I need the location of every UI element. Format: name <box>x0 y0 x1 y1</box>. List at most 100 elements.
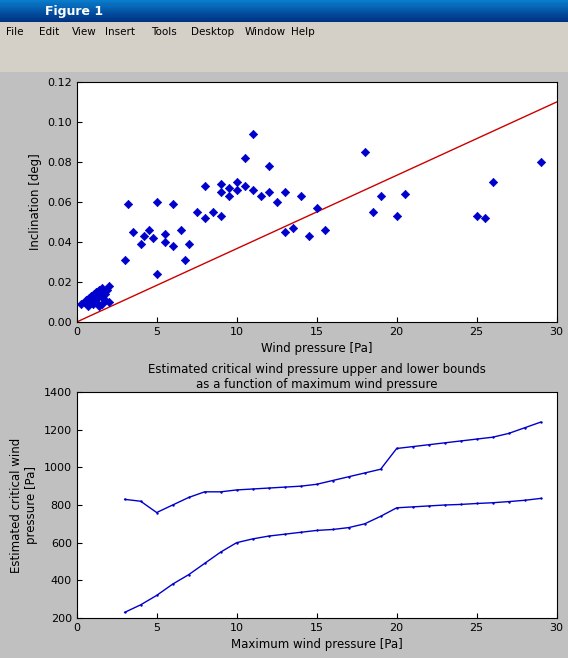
Point <box>296 191 305 201</box>
Point <box>98 299 107 309</box>
Bar <box>0 20 568 21</box>
Point <box>240 181 249 191</box>
Point <box>208 207 217 217</box>
Point <box>83 301 93 311</box>
X-axis label: Wind pressure [Pa]: Wind pressure [Pa] <box>261 342 373 355</box>
Point <box>90 295 99 305</box>
Point <box>288 223 297 234</box>
Point <box>168 199 177 209</box>
Point <box>96 291 105 301</box>
Point <box>376 191 385 201</box>
Bar <box>0 7 568 8</box>
Bar <box>0 10 568 11</box>
Text: Help: Help <box>291 27 315 37</box>
Text: Insert: Insert <box>105 27 135 37</box>
Point <box>264 161 273 171</box>
Point <box>120 255 130 265</box>
Bar <box>0 13 568 14</box>
Point <box>80 297 89 307</box>
Point <box>88 299 97 309</box>
Point <box>472 211 481 221</box>
Point <box>94 285 103 295</box>
Point <box>192 207 201 217</box>
Bar <box>0 2 568 3</box>
Point <box>256 191 265 201</box>
Point <box>101 295 110 305</box>
Bar <box>0 5 568 7</box>
Point <box>93 293 102 303</box>
Point <box>152 197 161 207</box>
Bar <box>0 0 568 22</box>
Bar <box>0 11 568 12</box>
Point <box>144 225 153 236</box>
Point <box>536 157 545 167</box>
Point <box>248 185 257 195</box>
Point <box>240 153 249 163</box>
Point <box>96 291 105 301</box>
Point <box>94 301 103 311</box>
Bar <box>0 3 568 5</box>
Point <box>85 293 94 303</box>
Bar <box>0 14 568 15</box>
Point <box>139 231 148 241</box>
Y-axis label: Inclination [deg]: Inclination [deg] <box>28 153 41 251</box>
Bar <box>0 16 568 18</box>
Point <box>77 299 86 309</box>
Bar <box>0 15 568 16</box>
Point <box>184 239 193 249</box>
Point <box>304 231 313 241</box>
Point <box>93 293 102 303</box>
Point <box>88 297 97 307</box>
Point <box>103 285 112 295</box>
Point <box>90 289 99 299</box>
Point <box>280 187 289 197</box>
Point <box>264 187 273 197</box>
Bar <box>0 1 568 2</box>
Y-axis label: Estimated critical wind
pressure [Pa]: Estimated critical wind pressure [Pa] <box>10 438 38 572</box>
Point <box>232 177 241 188</box>
Point <box>320 225 329 236</box>
Bar <box>0 18 568 20</box>
Point <box>176 225 185 236</box>
Point <box>128 227 137 238</box>
Bar <box>0 21 568 22</box>
Point <box>149 233 158 243</box>
Point <box>368 207 377 217</box>
Point <box>224 183 233 193</box>
Text: View: View <box>72 27 97 37</box>
Point <box>91 297 101 307</box>
Bar <box>0 9 568 10</box>
Bar <box>0 8 568 9</box>
Point <box>101 289 110 299</box>
Point <box>104 281 113 291</box>
X-axis label: Maximum wind pressure [Pa]: Maximum wind pressure [Pa] <box>231 638 403 651</box>
Point <box>272 197 281 207</box>
Point <box>224 191 233 201</box>
Point <box>104 297 113 307</box>
Point <box>312 203 321 213</box>
Point <box>152 268 161 279</box>
Title: Estimated critical wind pressure upper and lower bounds
as a function of maximum: Estimated critical wind pressure upper a… <box>148 363 486 391</box>
Bar <box>0 42 568 72</box>
Point <box>181 255 190 265</box>
Point <box>400 189 409 199</box>
Text: Tools: Tools <box>151 27 177 37</box>
Point <box>82 295 91 305</box>
Point <box>216 187 225 197</box>
Point <box>480 213 489 223</box>
Point <box>280 227 289 238</box>
Point <box>488 177 497 188</box>
Point <box>392 211 401 221</box>
Point <box>200 181 209 191</box>
Point <box>232 185 241 195</box>
Bar <box>0 22 568 42</box>
Point <box>123 199 132 209</box>
Point <box>216 211 225 221</box>
Text: File: File <box>6 27 23 37</box>
Point <box>99 287 108 297</box>
Text: Edit: Edit <box>39 27 59 37</box>
Text: Window: Window <box>244 27 285 37</box>
Text: Figure 1: Figure 1 <box>45 5 103 18</box>
Point <box>91 287 101 297</box>
Point <box>200 213 209 223</box>
